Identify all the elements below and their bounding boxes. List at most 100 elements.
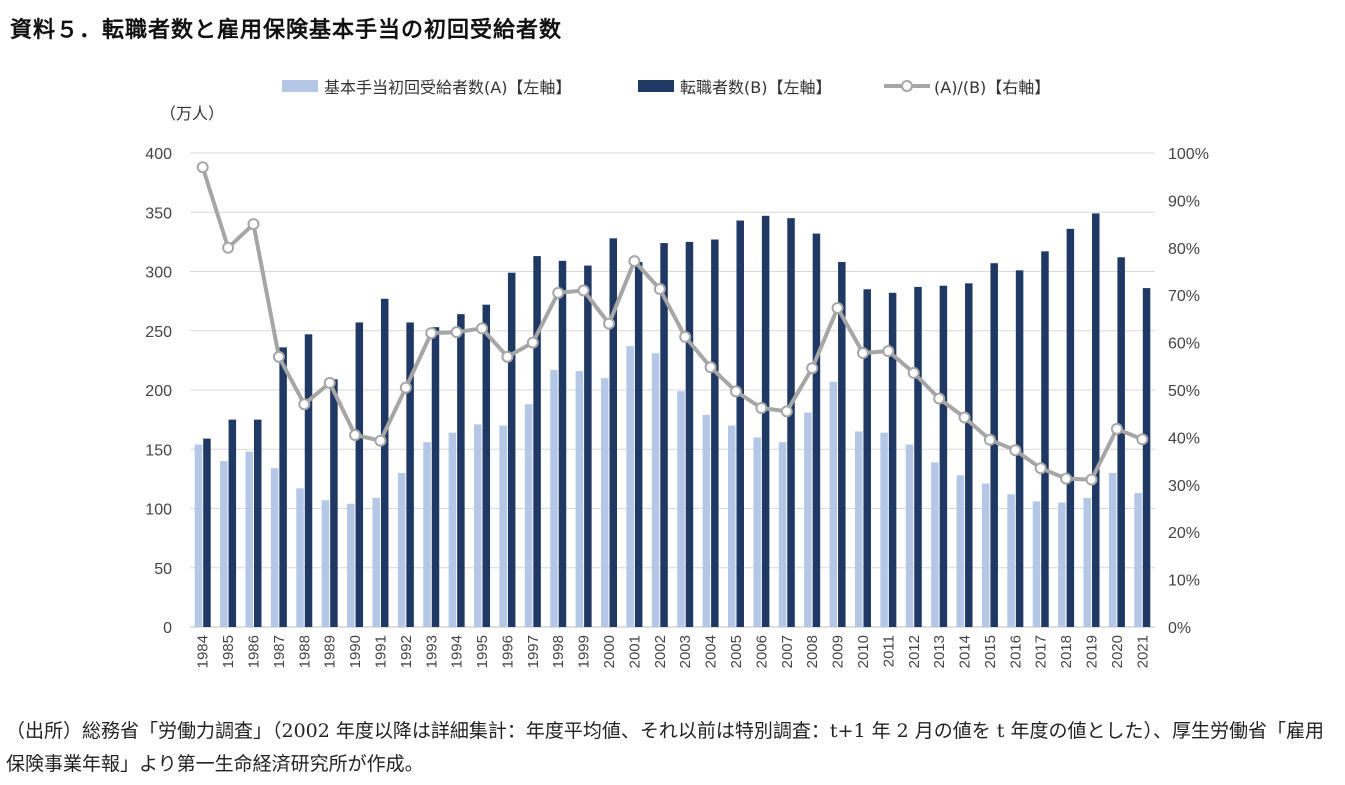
legend-swatch-a — [282, 80, 318, 92]
bar-a — [1134, 493, 1142, 627]
bar-b — [253, 419, 262, 627]
bar-b — [304, 334, 313, 627]
right-axis-tick-label: 100% — [1168, 146, 1209, 163]
x-axis-tick-label: 1996 — [499, 635, 516, 668]
x-axis-tick-label: 1985 — [220, 635, 237, 668]
bar-b — [1066, 228, 1075, 627]
bar-b — [787, 218, 795, 628]
x-axis-tick-label: 1998 — [550, 635, 567, 668]
chart-plot: 0 50 100 150 200 250 300 350 400 0% 10% 20% 30% 40% 50… — [145, 146, 1209, 668]
x-axis-tick-label: 2009 — [830, 635, 847, 668]
ratio-point — [425, 327, 438, 340]
bar-a — [550, 369, 558, 627]
bar-b — [203, 438, 211, 627]
bar-b — [355, 322, 364, 627]
bar-b — [406, 322, 414, 627]
x-axis-tick-label: 2006 — [753, 635, 770, 668]
x-axis-tick-label: 2003 — [677, 635, 694, 668]
bar-b — [1041, 251, 1049, 628]
right-axis-tick-label: 60% — [1168, 336, 1200, 353]
bar-a — [372, 497, 380, 627]
x-axis-tick-label: 2016 — [1007, 635, 1024, 668]
bar-b — [609, 238, 618, 627]
ratio-point — [1060, 472, 1073, 485]
legend-swatch-ratio — [884, 80, 930, 92]
bar-a — [575, 371, 584, 627]
x-axis-tick-label: 1984 — [195, 635, 212, 668]
bar-a — [651, 353, 660, 627]
bar-a — [880, 432, 888, 627]
legend-item-b: 転職者数(B)【左軸】 — [638, 74, 831, 98]
bar-a — [626, 346, 634, 627]
x-axis-tick-label: 2004 — [703, 635, 720, 668]
source-note: （出所）総務省「労働力調査」（2002 年度以降は詳細集計：年度平均値、それ以前… — [6, 720, 1324, 775]
ratio-point — [247, 218, 260, 231]
ratio-point — [323, 376, 336, 389]
x-axis-tick-label: 1988 — [296, 635, 313, 668]
bar-b — [761, 215, 770, 627]
ratio-point — [806, 362, 819, 375]
bar-a — [1058, 502, 1066, 627]
left-axis-tick-label: 300 — [145, 265, 172, 282]
right-axis-tick-label: 0% — [1168, 620, 1191, 637]
x-axis-tick-label: 2005 — [728, 635, 745, 668]
left-axis-tick-label: 0 — [163, 620, 172, 637]
x-axis-tick-label: 2008 — [804, 635, 821, 668]
bar-b — [863, 289, 871, 627]
ratio-line — [200, 166, 1144, 482]
bar-a — [448, 432, 457, 627]
ratio-point — [907, 366, 920, 379]
right-axis-tick-label: 80% — [1168, 241, 1200, 258]
x-axis-tick-label: 1994 — [449, 635, 466, 668]
bar-a — [474, 424, 482, 627]
ratio-point — [501, 350, 514, 363]
bar-b — [457, 314, 465, 627]
bar-a — [677, 391, 685, 627]
bar-b — [228, 419, 237, 627]
ratio-point — [1034, 462, 1047, 475]
x-axis-tick-label: 1999 — [576, 635, 593, 668]
x-axis-tick-label: 1992 — [398, 635, 415, 668]
ratio-point — [1136, 433, 1149, 446]
x-axis-tick-label: 2012 — [906, 635, 923, 668]
bar-a — [499, 425, 507, 627]
x-axis-tick-label: 1995 — [474, 635, 491, 668]
bar-b — [507, 272, 516, 627]
bar-a — [702, 414, 711, 627]
ratio-point — [704, 361, 717, 374]
left-axis-tick-label: 350 — [145, 205, 172, 222]
ratio-point — [476, 322, 489, 335]
ratio-point — [831, 301, 844, 314]
x-axis-tick-label: 1987 — [271, 635, 288, 668]
x-axis-tick-label: 2001 — [626, 635, 643, 668]
x-axis-tick-label: 2007 — [779, 635, 796, 668]
bar-a — [220, 461, 228, 627]
ratio-point — [729, 385, 742, 398]
bar-b — [939, 285, 948, 627]
bar-b — [584, 265, 592, 627]
ratio-point — [526, 336, 539, 349]
legend-item-a: 基本手当初回受給者数(A)【左軸】 — [282, 74, 571, 98]
x-axis-tick-label: 2019 — [1084, 635, 1101, 668]
bar-b — [279, 347, 287, 627]
bar-a — [321, 500, 330, 627]
x-axis-tick-label: 1991 — [372, 635, 389, 668]
left-axis-tick-label: 200 — [145, 383, 172, 400]
bar-b — [380, 298, 389, 627]
ratio-point — [1110, 422, 1123, 435]
left-axis-unit: （万人） — [160, 104, 225, 123]
x-axis-tick-label: 2013 — [931, 635, 948, 668]
legend-label-b: 転職者数(B)【左軸】 — [680, 78, 832, 97]
bar-a — [727, 425, 736, 627]
x-axis-tick-label: 2011 — [880, 635, 897, 667]
ratio-point — [882, 345, 895, 358]
bar-b — [838, 262, 846, 627]
left-axis-tick-label: 400 — [145, 146, 172, 163]
x-axis-tick-label: 1990 — [347, 635, 364, 668]
bar-a — [854, 431, 863, 627]
right-axis-tick-label: 10% — [1168, 573, 1200, 590]
bar-b — [1117, 257, 1125, 627]
x-axis-tick-label: 1993 — [423, 635, 440, 668]
right-axis-tick-label: 20% — [1168, 525, 1200, 542]
bar-b — [736, 220, 744, 628]
